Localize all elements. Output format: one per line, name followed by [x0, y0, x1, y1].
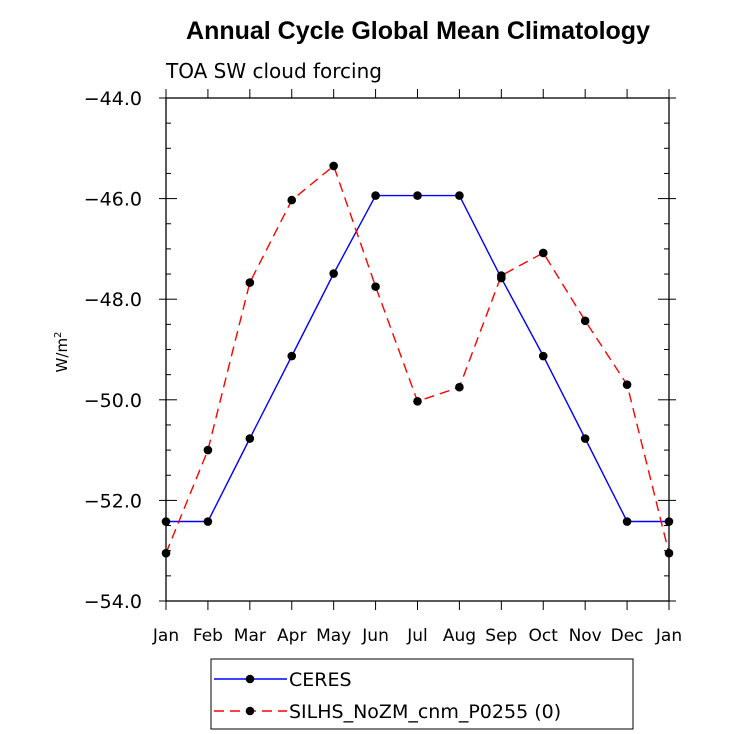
data-point-series-1	[287, 195, 297, 205]
chart-subtitle: TOA SW cloud forcing	[165, 59, 382, 83]
x-tick-label: Oct	[529, 626, 559, 646]
data-point-series-1	[413, 397, 422, 406]
data-point-series-0	[287, 351, 297, 361]
x-tick-label: Sep	[485, 626, 517, 646]
x-tick-label: Nov	[569, 626, 602, 646]
data-point-series-0	[245, 434, 255, 443]
data-point-series-1	[203, 445, 213, 455]
data-point-series-0	[580, 434, 590, 443]
legend-box	[210, 658, 634, 730]
data-point-series-0	[538, 351, 548, 361]
series-layer	[161, 161, 674, 558]
y-tick-label: −54.0	[84, 591, 142, 613]
data-point-series-1	[580, 316, 590, 326]
data-point-series-0	[329, 269, 338, 278]
y-axis-label: W/m2	[53, 332, 71, 373]
legend-marker-silhs	[245, 706, 255, 716]
data-point-series-0	[622, 517, 632, 526]
chart-title: Annual Cycle Global Mean Climatology	[186, 17, 650, 45]
x-tick-label: Dec	[611, 626, 644, 646]
x-tick-label: May	[316, 626, 351, 646]
legend-label-ceres: CERES	[289, 669, 352, 691]
data-point-series-1	[245, 278, 255, 287]
x-tick-labels: Jan Feb Mar Apr May Jun Jul Aug Sep Oct Nov Dec Jan	[152, 626, 682, 646]
x-tick-label: Aug	[443, 626, 476, 646]
y-tick-label: −48.0	[84, 289, 142, 311]
x-tick-label: Jan	[655, 626, 682, 646]
legend-marker-ceres	[245, 674, 255, 684]
data-point-series-0	[203, 517, 213, 526]
data-point-series-1	[497, 271, 506, 280]
plot-frame	[165, 97, 670, 602]
axis-ticks	[159, 89, 676, 610]
y-tick-label: −46.0	[84, 189, 142, 211]
data-point-series-0	[371, 191, 380, 200]
data-point-series-1	[538, 248, 548, 258]
series-line-0	[166, 194, 669, 523]
data-point-series-1	[371, 282, 380, 291]
x-tick-label: Feb	[193, 626, 223, 646]
legend-label-silhs: SILHS_NoZM_cnm_P0255 (0)	[289, 701, 561, 723]
data-point-series-1	[455, 382, 464, 392]
data-point-series-1	[161, 548, 171, 558]
y-tick-labels: −54.0 −52.0 −50.0 −48.0 −46.0 −44.0	[84, 88, 142, 613]
data-point-series-0	[664, 517, 674, 526]
data-point-series-0	[161, 517, 171, 526]
x-tick-label: Apr	[277, 626, 306, 646]
x-tick-label: Jul	[406, 626, 428, 646]
data-point-series-1	[622, 380, 632, 390]
series-line-1	[165, 164, 670, 554]
y-tick-label: −50.0	[84, 390, 142, 412]
x-tick-label: Jun	[361, 626, 389, 646]
x-tick-label: Jan	[152, 626, 179, 646]
data-point-series-1	[664, 548, 674, 558]
y-tick-label: −44.0	[84, 88, 142, 110]
x-tick-label: Mar	[234, 626, 266, 646]
data-point-series-0	[413, 191, 422, 200]
data-point-series-0	[455, 191, 464, 200]
y-tick-label: −52.0	[84, 490, 142, 512]
data-point-series-1	[329, 161, 338, 171]
